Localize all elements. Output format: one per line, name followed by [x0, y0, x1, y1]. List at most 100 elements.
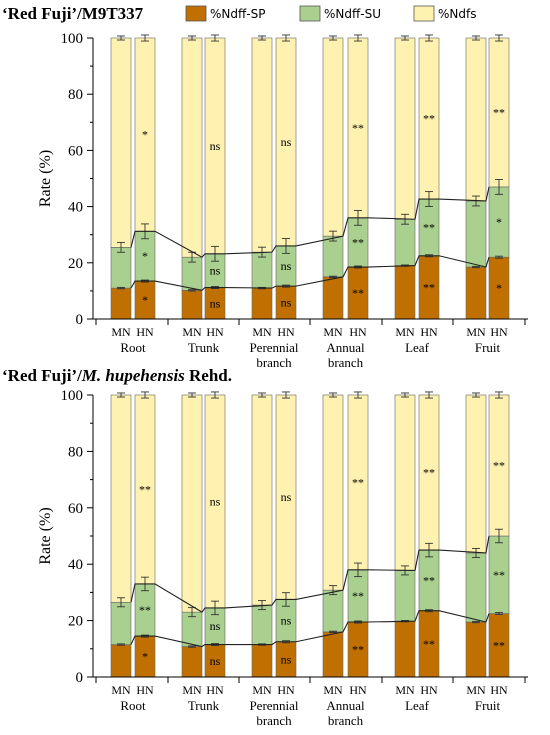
bar-segment	[322, 276, 344, 320]
trend-line	[130, 186, 490, 258]
chart-title-part: ‘Red Fuji’/	[2, 366, 82, 385]
bar-segment	[181, 290, 203, 320]
significance-label: **	[139, 482, 151, 496]
x-category-label: Perennial branch	[249, 698, 298, 728]
bar-label-mn: MN	[252, 683, 272, 697]
bar-label-hn: HN	[136, 683, 154, 697]
trend-line	[130, 535, 490, 613]
significance-label: **	[423, 220, 435, 234]
bar-segment	[181, 37, 203, 258]
significance-label: **	[423, 637, 435, 651]
panel-top: ‘Red Fuji’/M9T337***nsnsnsnsnsns********…	[2, 4, 528, 370]
y-tick-label: 40	[68, 200, 83, 216]
y-tick-label: 100	[61, 31, 84, 47]
bar-segment	[110, 644, 132, 678]
bar-label-mn: MN	[252, 325, 272, 339]
significance-label: **	[493, 105, 505, 119]
x-category-label: Fruit	[475, 698, 501, 713]
panel-bottom: ‘Red Fuji’/M. hupehensis Rehd.*****nsnsn…	[2, 366, 528, 728]
y-tick-label: 40	[68, 557, 83, 573]
bar-segment	[110, 37, 132, 248]
significance-label: ns	[281, 296, 292, 310]
bar-label-hn: HN	[277, 325, 295, 339]
bar-segment	[181, 646, 203, 678]
bar-label-mn: MN	[182, 683, 202, 697]
chart-title-part: M. hupehensis	[81, 366, 185, 385]
bar-segment	[181, 394, 203, 613]
significance-label: ns	[210, 264, 221, 278]
trend-line	[130, 610, 490, 648]
bar-segment	[394, 570, 416, 622]
bar-label-hn: HN	[349, 325, 367, 339]
bar-label-mn: MN	[395, 325, 415, 339]
bar-segment	[322, 589, 344, 633]
trend-line	[130, 255, 490, 291]
significance-label: **	[493, 638, 505, 652]
bar-label-hn: HN	[136, 325, 154, 339]
bar-segment	[110, 601, 132, 645]
significance-label: **	[139, 603, 151, 617]
bar-segment	[465, 37, 487, 202]
significance-label: ns	[281, 135, 292, 149]
y-axis-label: Rate (%)	[37, 150, 54, 207]
y-tick-label: 100	[61, 388, 84, 404]
y-tick-label: 20	[68, 256, 83, 272]
significance-label: ns	[210, 619, 221, 633]
significance-label: **	[352, 286, 364, 300]
bar-label-mn: MN	[323, 325, 343, 339]
bar-label-hn: HN	[349, 683, 367, 697]
bar-label-hn: HN	[420, 325, 438, 339]
significance-label: **	[423, 280, 435, 294]
x-category-label: Leaf	[405, 340, 429, 355]
bar-segment	[251, 644, 273, 678]
significance-label: ns	[281, 259, 292, 273]
bar-segment	[322, 394, 344, 591]
significance-label: *	[496, 281, 502, 295]
bar-label-hn: HN	[206, 325, 224, 339]
y-tick-label: 60	[68, 143, 83, 159]
significance-label: *	[142, 249, 148, 263]
chart-title-part: ‘Red Fuji’/M9T337	[2, 4, 144, 23]
y-tick-label: 20	[68, 614, 83, 630]
significance-label: **	[352, 643, 364, 657]
bar-segment	[465, 394, 487, 554]
significance-label: **	[423, 112, 435, 126]
x-category-label: Annual branch	[326, 340, 365, 370]
significance-label: ns	[210, 494, 221, 508]
significance-label: ns	[210, 296, 221, 310]
significance-label: ns	[281, 652, 292, 666]
bar-label-mn: MN	[395, 683, 415, 697]
bar-segment	[251, 37, 273, 253]
legend-label: %Ndfs	[438, 7, 476, 21]
y-tick-label: 0	[76, 312, 84, 328]
bar-label-mn: MN	[466, 325, 486, 339]
significance-label: **	[493, 568, 505, 582]
chart-title-part: Rehd.	[185, 366, 232, 385]
significance-label: *	[142, 650, 148, 664]
bar-label-hn: HN	[490, 325, 508, 339]
significance-label: *	[496, 215, 502, 229]
x-category-label: Leaf	[405, 698, 429, 713]
chart-title: ‘Red Fuji’/M9T337	[2, 4, 144, 23]
x-category-line: Perennial	[249, 698, 298, 713]
bar-segment	[251, 287, 273, 320]
x-category-label: Annual branch	[326, 698, 365, 728]
bar-segment	[110, 287, 132, 320]
x-category-label: Trunk	[188, 340, 220, 355]
bar-segment	[465, 200, 487, 268]
legend-label: %Ndff-SU	[324, 7, 381, 21]
bar-segment	[251, 394, 273, 606]
significance-label: **	[352, 589, 364, 603]
bar-label-mn: MN	[111, 325, 131, 339]
y-tick-label: 60	[68, 501, 83, 517]
bar-segment	[181, 611, 203, 647]
significance-label: *	[142, 128, 148, 142]
bar-label-hn: HN	[206, 683, 224, 697]
significance-label: **	[352, 235, 364, 249]
bar-label-mn: MN	[466, 683, 486, 697]
x-category-line: branch	[256, 713, 292, 728]
x-category-label: Fruit	[475, 340, 501, 355]
x-category-label: Trunk	[188, 698, 220, 713]
y-axis-label: Rate (%)	[37, 507, 54, 564]
